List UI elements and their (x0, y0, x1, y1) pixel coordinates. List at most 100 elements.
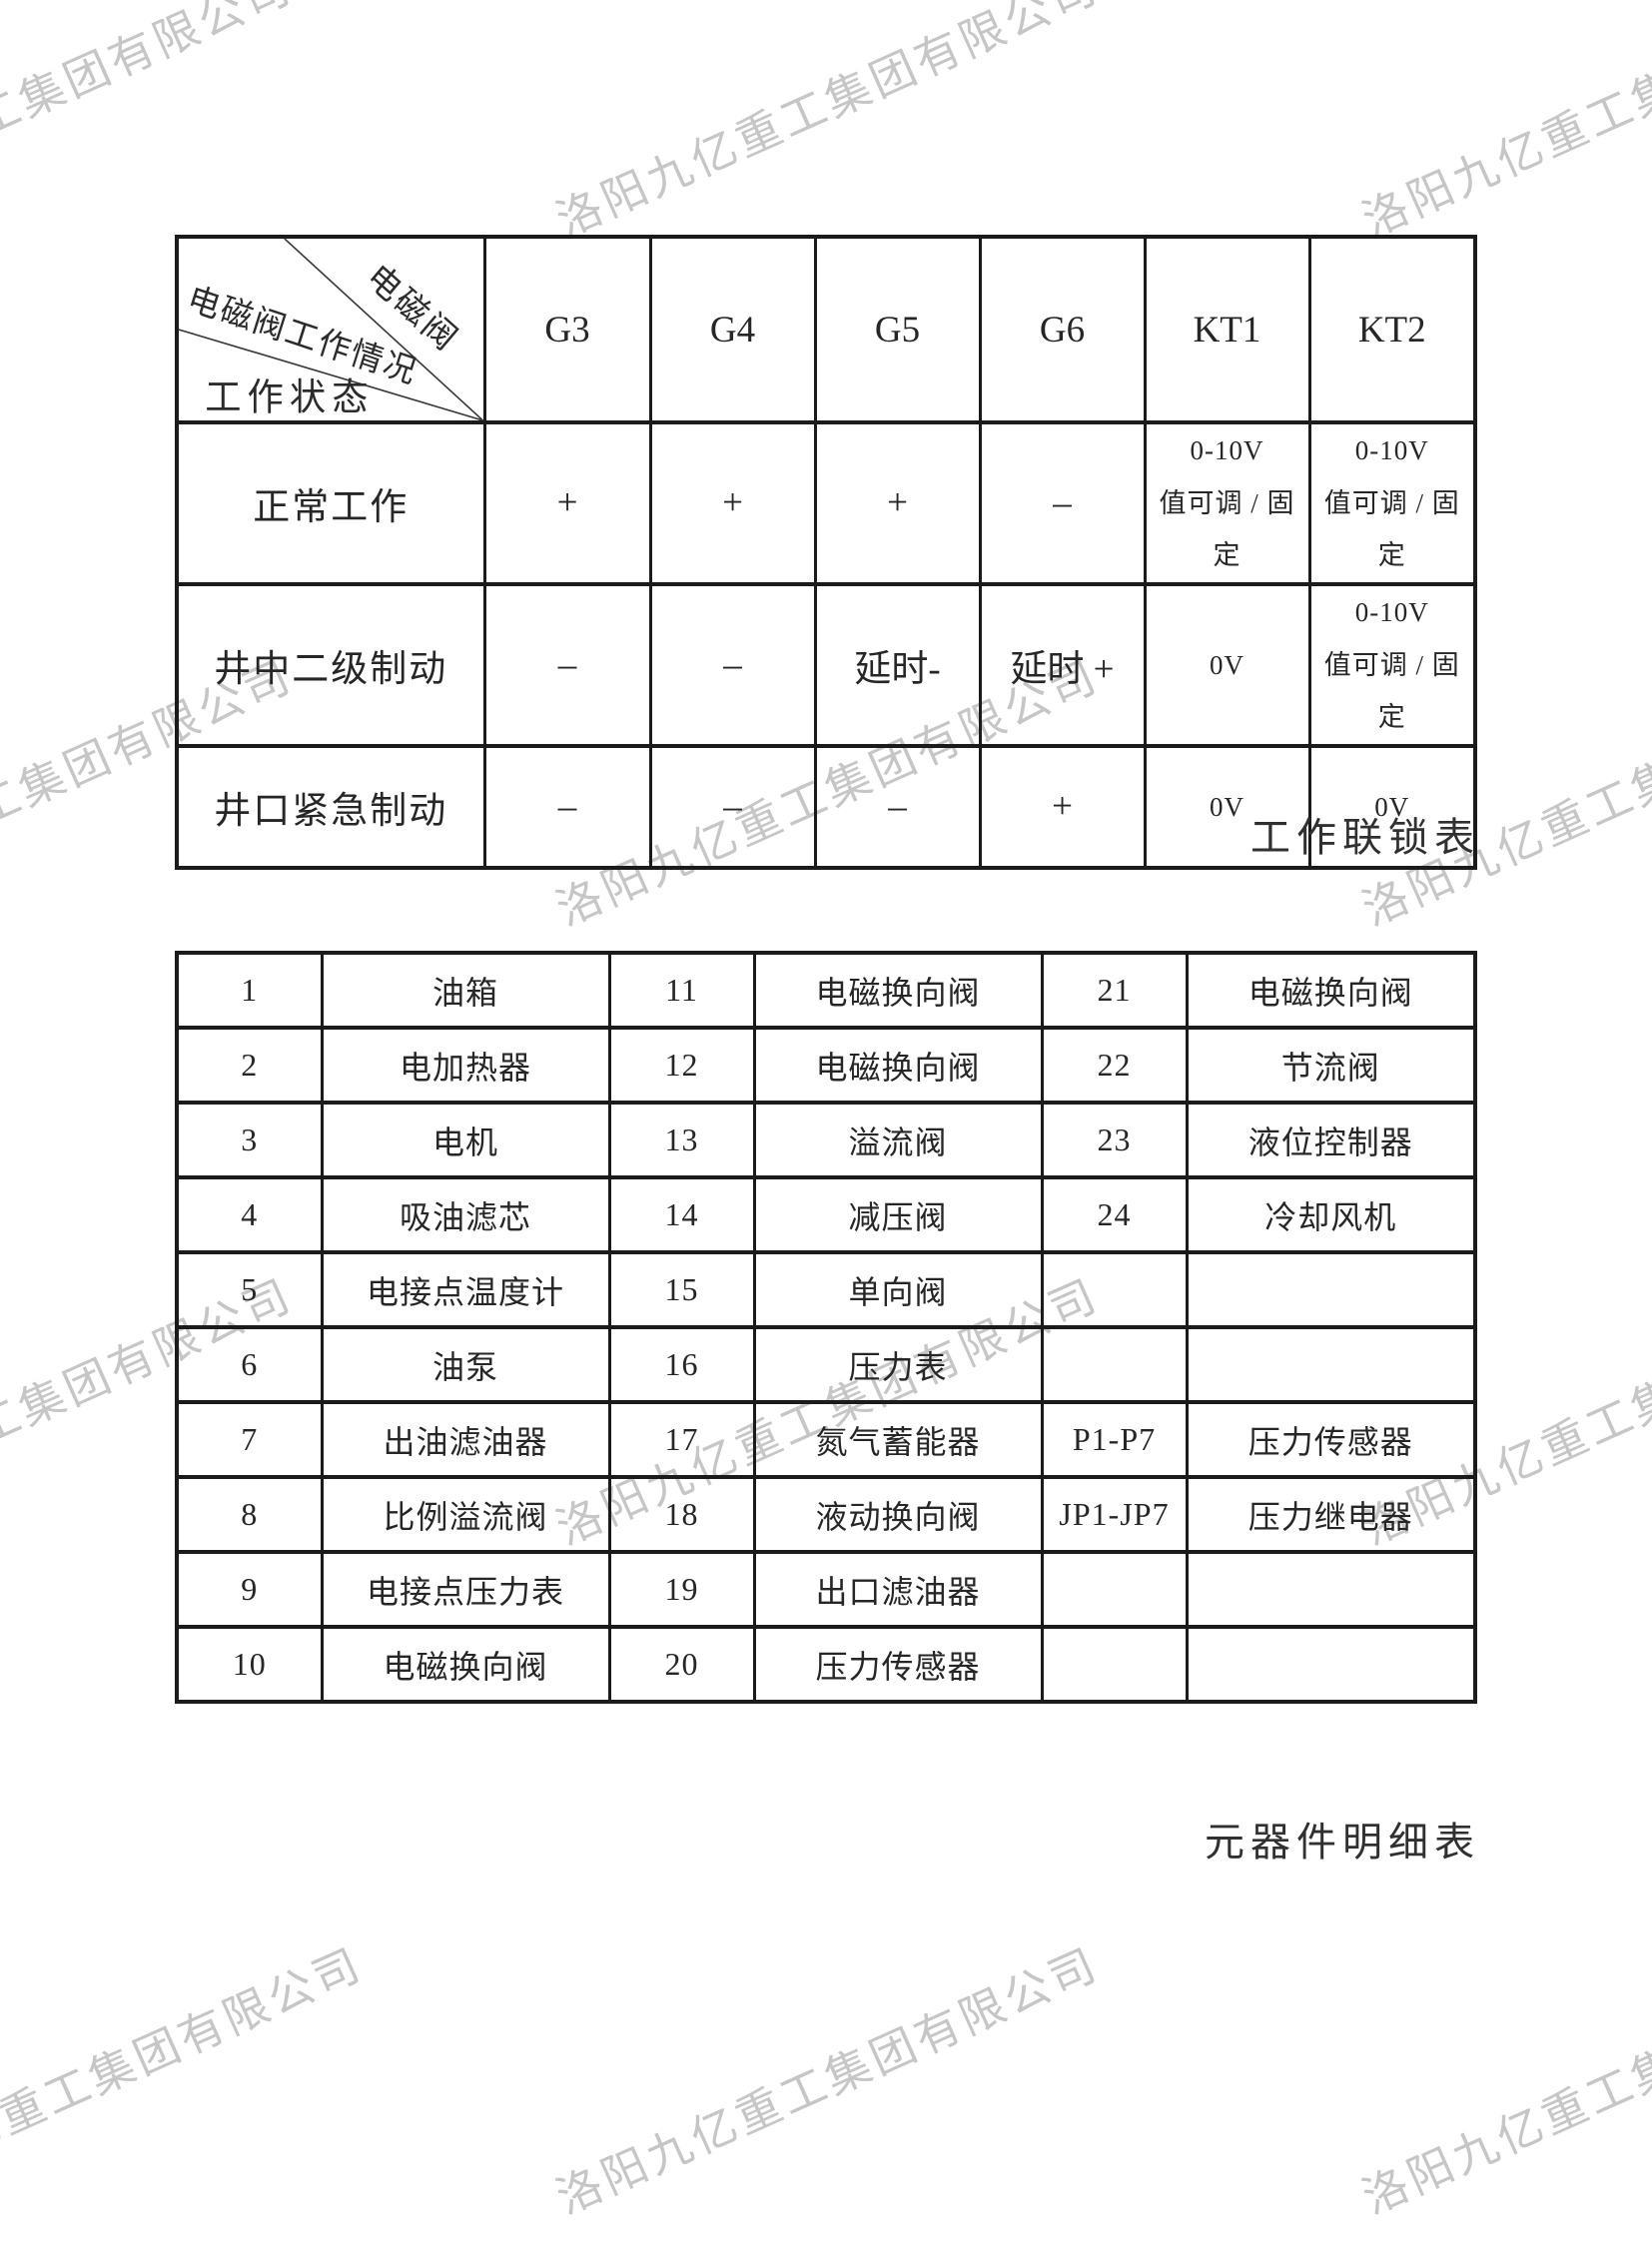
table-row: 6 油泵 16 压力表 (175, 1325, 1477, 1404)
corner-label-working-state: 工作状态 (205, 376, 374, 418)
value-cell: 0-10V 值可调 / 固定 (1307, 420, 1477, 586)
name-cell: 电接点压力表 (320, 1550, 611, 1629)
value-line: 值可调 / 固定 (1323, 649, 1460, 733)
interlock-table: 电磁阀 电磁阀工作情况 工作状态 G3 G4 G5 G6 KT1 KT2 正常工… (175, 235, 1477, 870)
value-line: 0V (1374, 791, 1410, 822)
table-row: 7 出油滤油器 17 氮气蓄能器 P1-P7 压力传感器 (175, 1400, 1477, 1479)
table-row: 8 比例溢流阀 18 液动换向阀 JP1-JP7 压力继电器 (175, 1475, 1477, 1554)
name-cell: 比例溢流阀 (320, 1475, 611, 1554)
interlock-table-caption: 工作联锁表 (1250, 815, 1480, 860)
name-cell: 电磁换向阀 (1185, 951, 1477, 1030)
value-cell: 延时- (813, 581, 982, 748)
name-cell: 氮气蓄能器 (752, 1400, 1044, 1479)
table-row: 1 油箱 11 电磁换向阀 21 电磁换向阀 (175, 951, 1477, 1030)
value-cell: + (978, 743, 1147, 870)
column-header-cell: KT1 (1143, 235, 1311, 424)
state-cell: 正常工作 (175, 420, 486, 586)
name-cell: 油箱 (320, 951, 611, 1030)
value-line: 0-10V (1354, 596, 1429, 627)
watermark-text: 洛阳九亿重工集团有限公司 (1354, 1936, 1652, 2225)
table-row: 2 电加热器 12 电磁换向阀 22 节流阀 (175, 1026, 1477, 1105)
watermark-text: 洛阳九亿重工集团有限公司 (548, 0, 1107, 248)
value-cell: 延时 + (978, 581, 1147, 748)
state-cell: 井中二级制动 (175, 581, 486, 748)
diagonal-header-graphic: 电磁阀 电磁阀工作情况 工作状态 (180, 241, 481, 418)
name-cell: 电磁换向阀 (752, 1026, 1044, 1105)
watermark-text: 洛阳九亿重工集团有限公司 (1354, 0, 1652, 248)
index-cell: 21 (1040, 951, 1189, 1030)
table-row: 正常工作 + + + – 0-10V 值可调 / 固定 0-10V 值可调 / … (175, 420, 1477, 586)
value-line: 值可调 / 固定 (1323, 487, 1460, 571)
name-cell: 液动换向阀 (752, 1475, 1044, 1554)
value-line: 0V (1210, 649, 1244, 680)
name-cell: 节流阀 (1185, 1026, 1477, 1105)
name-cell: 电接点温度计 (320, 1250, 611, 1329)
value-cell: 0-10V 值可调 / 固定 (1307, 581, 1477, 748)
value-cell: 0V (1143, 581, 1311, 748)
table-row: 井中二级制动 – – 延时- 延时 + 0V 0-10V 值可调 / 固定 (175, 581, 1477, 748)
index-cell: 5 (175, 1250, 324, 1329)
name-cell (1185, 1250, 1477, 1329)
index-cell: 1 (175, 951, 324, 1030)
diagonal-divider-line (285, 241, 481, 418)
name-cell: 减压阀 (752, 1175, 1044, 1254)
column-header-cell: G3 (482, 235, 652, 424)
value-cell: + (482, 420, 652, 586)
name-cell: 出油滤油器 (320, 1400, 611, 1479)
name-cell (1185, 1325, 1477, 1404)
name-cell: 压力表 (752, 1325, 1044, 1404)
column-header-cell: G5 (813, 235, 982, 424)
table-row: 10 电磁换向阀 20 压力传感器 (175, 1625, 1477, 1704)
column-header-cell: G4 (648, 235, 817, 424)
name-cell: 压力继电器 (1185, 1475, 1477, 1554)
index-cell: 4 (175, 1175, 324, 1254)
value-cell: 0V (1307, 743, 1477, 870)
index-cell: 7 (175, 1400, 324, 1479)
value-cell: 0V (1143, 743, 1311, 870)
index-cell: 10 (175, 1625, 324, 1704)
index-cell (1040, 1250, 1189, 1329)
name-cell: 溢流阀 (752, 1101, 1044, 1179)
value-cell: – (648, 581, 817, 748)
watermark-text: 洛阳九亿重工集团有限公司 (548, 1936, 1107, 2225)
index-cell: 12 (607, 1026, 756, 1105)
name-cell: 液位控制器 (1185, 1101, 1477, 1179)
index-cell: 13 (607, 1101, 756, 1179)
value-cell: – (482, 743, 652, 870)
name-cell (1185, 1550, 1477, 1629)
diagonal-divider-line (180, 329, 479, 418)
value-cell: – (648, 743, 817, 870)
table-row: 井口紧急制动 – – – + 0V 0V (175, 743, 1477, 870)
index-cell: 14 (607, 1175, 756, 1254)
diagonal-header-cell: 电磁阀 电磁阀工作情况 工作状态 (175, 235, 486, 424)
value-cell: + (813, 420, 982, 586)
name-cell: 出口滤油器 (752, 1550, 1044, 1629)
name-cell: 电磁换向阀 (320, 1625, 611, 1704)
value-cell: – (978, 420, 1147, 586)
index-cell (1040, 1550, 1189, 1629)
index-cell: 19 (607, 1550, 756, 1629)
index-cell: 16 (607, 1325, 756, 1404)
index-cell (1040, 1325, 1189, 1404)
index-cell: P1-P7 (1040, 1400, 1189, 1479)
state-cell: 井口紧急制动 (175, 743, 486, 870)
watermark-text: 洛阳九亿重工集团有限公司 (0, 0, 301, 248)
index-cell: 23 (1040, 1101, 1189, 1179)
table-header-row: 电磁阀 电磁阀工作情况 工作状态 G3 G4 G5 G6 KT1 KT2 (175, 235, 1477, 424)
index-cell: 2 (175, 1026, 324, 1105)
watermark-text: 洛阳九亿重工集团有限公司 (0, 1936, 371, 2225)
table-row: 9 电接点压力表 19 出口滤油器 (175, 1550, 1477, 1629)
index-cell: 22 (1040, 1026, 1189, 1105)
index-cell: 18 (607, 1475, 756, 1554)
value-cell: – (813, 743, 982, 870)
index-cell: 9 (175, 1550, 324, 1629)
index-cell: 17 (607, 1400, 756, 1479)
index-cell: 3 (175, 1101, 324, 1179)
components-table: 1 油箱 11 电磁换向阀 21 电磁换向阀 2 电加热器 12 电磁换向阀 2… (175, 951, 1477, 1704)
index-cell: 20 (607, 1625, 756, 1704)
column-header-cell: G6 (978, 235, 1147, 424)
value-line: 0-10V (1354, 435, 1429, 465)
table-row: 3 电机 13 溢流阀 23 液位控制器 (175, 1101, 1477, 1179)
name-cell: 单向阀 (752, 1250, 1044, 1329)
index-cell: 24 (1040, 1175, 1189, 1254)
